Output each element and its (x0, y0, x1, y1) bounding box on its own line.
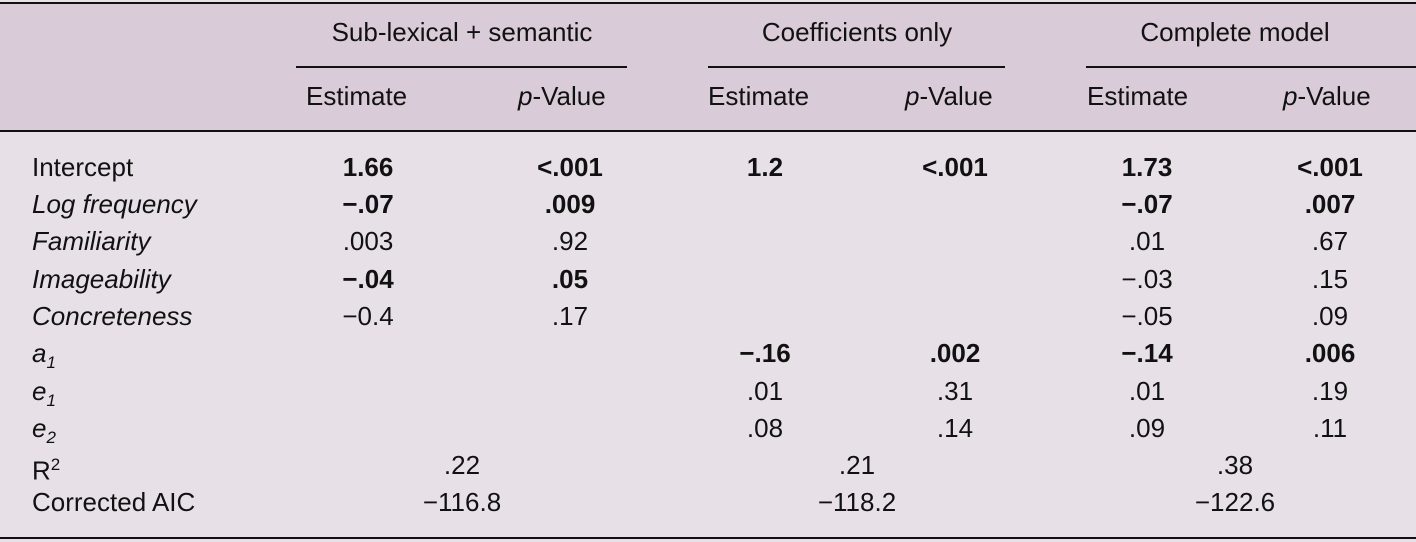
cell: 1.73 (1121, 152, 1173, 182)
row-label: Log frequency (32, 189, 197, 219)
column-header-italic: p (905, 81, 920, 111)
column-header: p-Value (905, 81, 993, 111)
cell: .002 (929, 338, 981, 368)
cell: .38 (1216, 450, 1254, 480)
cell: −.04 (342, 264, 394, 294)
cell: −.07 (342, 189, 394, 219)
row-label-text: a (32, 338, 47, 368)
cell: .14 (936, 413, 974, 443)
row-label: Intercept (32, 152, 133, 182)
cell: .19 (1311, 376, 1349, 406)
group-rule (1086, 66, 1416, 68)
cell: −116.8 (422, 487, 502, 517)
group-rule (296, 66, 627, 68)
cell: .01 (1128, 376, 1166, 406)
cell: −.14 (1121, 338, 1173, 368)
column-header-text: Estimate (1087, 81, 1189, 111)
row-label: Familiarity (32, 226, 150, 256)
cell: .006 (1304, 338, 1356, 368)
cell: <.001 (537, 152, 603, 182)
cell: .09 (1128, 413, 1166, 443)
row-label-text: Concreteness (32, 301, 193, 331)
row-label-subscript: 2 (46, 428, 56, 448)
column-header: p-Value (1283, 81, 1371, 111)
group-header: Coefficients only (761, 17, 953, 47)
cell: .31 (936, 376, 974, 406)
cell: .05 (551, 264, 589, 294)
cell: .01 (1128, 226, 1166, 256)
cell: −118.2 (817, 487, 897, 517)
cell: −0.4 (342, 301, 394, 331)
column-header-text: -Value (919, 81, 993, 111)
row-label: a1 (32, 338, 56, 378)
row-label-text: Log frequency (32, 189, 197, 219)
row-label: e1 (32, 376, 56, 416)
cell: .11 (1312, 413, 1348, 443)
header-rule (0, 130, 1416, 132)
row-label: R2 (32, 450, 60, 486)
cell: .17 (551, 301, 589, 331)
column-header-italic: p (518, 81, 533, 111)
cell: .09 (1311, 301, 1349, 331)
bottom-rule (0, 537, 1416, 539)
column-header-text: -Value (532, 81, 606, 111)
row-label-superscript: 2 (50, 455, 61, 474)
row-label: Concreteness (32, 301, 192, 331)
cell: 1.2 (746, 152, 784, 182)
cell: .22 (443, 450, 481, 480)
row-label-text: Imageability (32, 264, 171, 294)
row-label: e2 (32, 413, 56, 453)
cell: .009 (544, 189, 596, 219)
cell: .08 (746, 413, 784, 443)
row-label-text: Intercept (32, 152, 134, 182)
cell: <.001 (1297, 152, 1363, 182)
cell: −.05 (1121, 301, 1173, 331)
row-label-text: e (32, 376, 47, 406)
group-header: Complete model (1140, 17, 1330, 47)
column-header-text: Estimate (306, 81, 408, 111)
cell: −.03 (1121, 264, 1173, 294)
group-header: Sub-lexical + semantic (331, 17, 593, 47)
row-label-text: e (32, 413, 47, 443)
column-header: Estimate (1087, 81, 1188, 111)
cell: <.001 (922, 152, 988, 182)
row-label-subscript: 1 (46, 353, 56, 373)
column-header-text: Estimate (708, 81, 810, 111)
row-label-subscript: 1 (46, 391, 56, 411)
row-label-text: R (32, 455, 51, 486)
cell: −122.6 (1194, 487, 1276, 517)
group-rule (708, 66, 1005, 68)
cell: .21 (838, 450, 876, 480)
column-header: Estimate (708, 81, 809, 111)
row-label: Imageability (32, 264, 171, 294)
cell: −.16 (739, 338, 791, 368)
column-header-italic: p (1283, 81, 1298, 111)
cell: .003 (342, 226, 394, 256)
cell: .67 (1311, 226, 1349, 256)
cell: .15 (1311, 264, 1349, 294)
top-rule (0, 2, 1416, 4)
column-header: p-Value (518, 81, 606, 111)
row-label: Corrected AIC (32, 487, 195, 517)
row-label-text: Corrected AIC (32, 487, 196, 517)
cell: .01 (746, 376, 784, 406)
cell: −.07 (1121, 189, 1173, 219)
cell: .92 (551, 226, 589, 256)
column-header: Estimate (306, 81, 407, 111)
cell: .007 (1304, 189, 1356, 219)
row-label-text: Familiarity (32, 226, 151, 256)
column-header-text: -Value (1297, 81, 1371, 111)
cell: 1.66 (342, 152, 394, 182)
